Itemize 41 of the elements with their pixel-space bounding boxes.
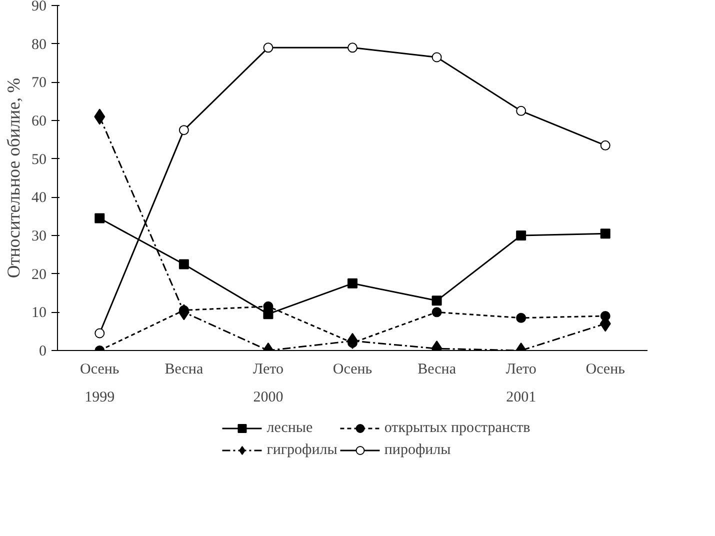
x-tick-label: Лето <box>506 362 536 378</box>
legend-label: пирофилы <box>384 442 451 458</box>
y-tick-label: 80 <box>32 36 46 53</box>
legend-label: лесные <box>266 420 313 436</box>
point <box>348 278 358 288</box>
text: 2001 <box>506 390 536 406</box>
point <box>600 311 610 321</box>
point <box>432 296 442 306</box>
point <box>516 106 526 116</box>
y-tick-label: 70 <box>32 75 46 92</box>
y-tick-label: 40 <box>32 190 46 206</box>
y-tick-label: 10 <box>32 305 46 322</box>
point <box>432 52 442 62</box>
legend-label: открытых пространств <box>384 420 530 436</box>
point <box>516 312 526 323</box>
point <box>178 259 189 270</box>
y-tick-label: 30 <box>32 228 46 244</box>
point <box>600 228 610 239</box>
x-tick-label: Осень <box>586 362 626 378</box>
x-tick-label: Весна <box>164 362 204 378</box>
point <box>600 140 610 150</box>
x-tick-label: Осень <box>332 362 372 378</box>
x-tick-label: Весна <box>418 362 456 378</box>
x-tick-label: Лето <box>252 362 284 378</box>
y-tick-label: 50 <box>32 152 46 168</box>
y-tick-label: 60 <box>32 114 46 130</box>
point <box>348 42 358 53</box>
point <box>94 213 105 224</box>
point <box>263 42 274 53</box>
legend-label: гигрофилы <box>266 442 338 458</box>
point <box>94 328 105 338</box>
text: 1999 <box>84 390 115 406</box>
point <box>432 307 442 318</box>
y-tick-label: 20 <box>32 266 46 283</box>
point <box>516 230 526 240</box>
y-tick-label: 0 <box>39 344 46 360</box>
y-axis-title: Относительное обилие, % <box>4 78 24 278</box>
text: 2000 <box>253 390 284 406</box>
x-tick-label: Осень <box>80 362 120 378</box>
y-tick-label: 90 <box>32 0 46 14</box>
point <box>178 125 189 136</box>
